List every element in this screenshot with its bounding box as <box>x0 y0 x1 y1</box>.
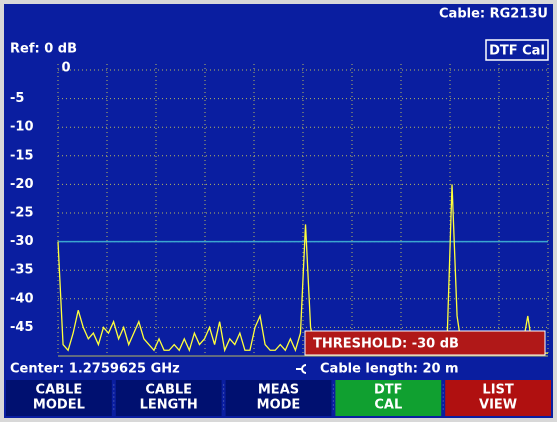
mode-label: DTF Cal <box>489 44 545 59</box>
softkey-label: MODEL <box>33 398 85 413</box>
y-tick-label: -5 <box>10 91 24 106</box>
softkey-label: LENGTH <box>140 398 198 413</box>
y-tick-label: -20 <box>10 177 34 192</box>
threshold-box <box>304 330 546 356</box>
softkey[interactable] <box>335 380 442 416</box>
y-tick-label: -15 <box>10 148 34 163</box>
softkey-label: MODE <box>257 398 301 413</box>
softkey-label: CAL <box>374 398 402 413</box>
softkey-label: MEAS <box>258 383 299 398</box>
center-frequency: Center: 1.2759625 GHz <box>10 362 180 377</box>
y-tick-label: 0 <box>61 61 70 76</box>
softkey[interactable] <box>445 380 551 416</box>
reference-level: Ref: 0 dB <box>10 42 77 57</box>
y-tick-label: -30 <box>10 234 34 249</box>
softkey-label: CABLE <box>145 383 192 398</box>
mode-box <box>485 39 549 61</box>
plot: 0 -5 -10 -15 -20 -25 -30 -35 -40 -45 THRESHOLD: -3… <box>10 61 549 357</box>
y-tick-label: -25 <box>10 206 34 221</box>
softkey[interactable] <box>115 380 222 416</box>
softkey-label: CABLE <box>36 383 83 398</box>
cable-type: Cable: RG213U <box>439 7 548 22</box>
connector-icon <box>296 364 307 374</box>
y-tick-label: -10 <box>10 120 34 135</box>
cable-length: Cable length: 20 m <box>320 362 459 377</box>
softkey[interactable] <box>6 380 112 416</box>
softkey-label: DTF <box>374 383 403 398</box>
softkey[interactable] <box>225 380 332 416</box>
threshold-label: THRESHOLD: -30 dB <box>313 337 459 352</box>
y-tick-label: -35 <box>10 263 34 278</box>
softkey-label: LIST <box>482 383 513 398</box>
softkeys: CABLEMODELCABLELENGTHMEASMODEDTFCALLISTV… <box>6 380 551 416</box>
info-bar <box>4 360 553 378</box>
y-tick-label: -40 <box>10 291 34 306</box>
y-tick-label: -45 <box>10 320 34 335</box>
softkey-label: VIEW <box>479 398 517 413</box>
